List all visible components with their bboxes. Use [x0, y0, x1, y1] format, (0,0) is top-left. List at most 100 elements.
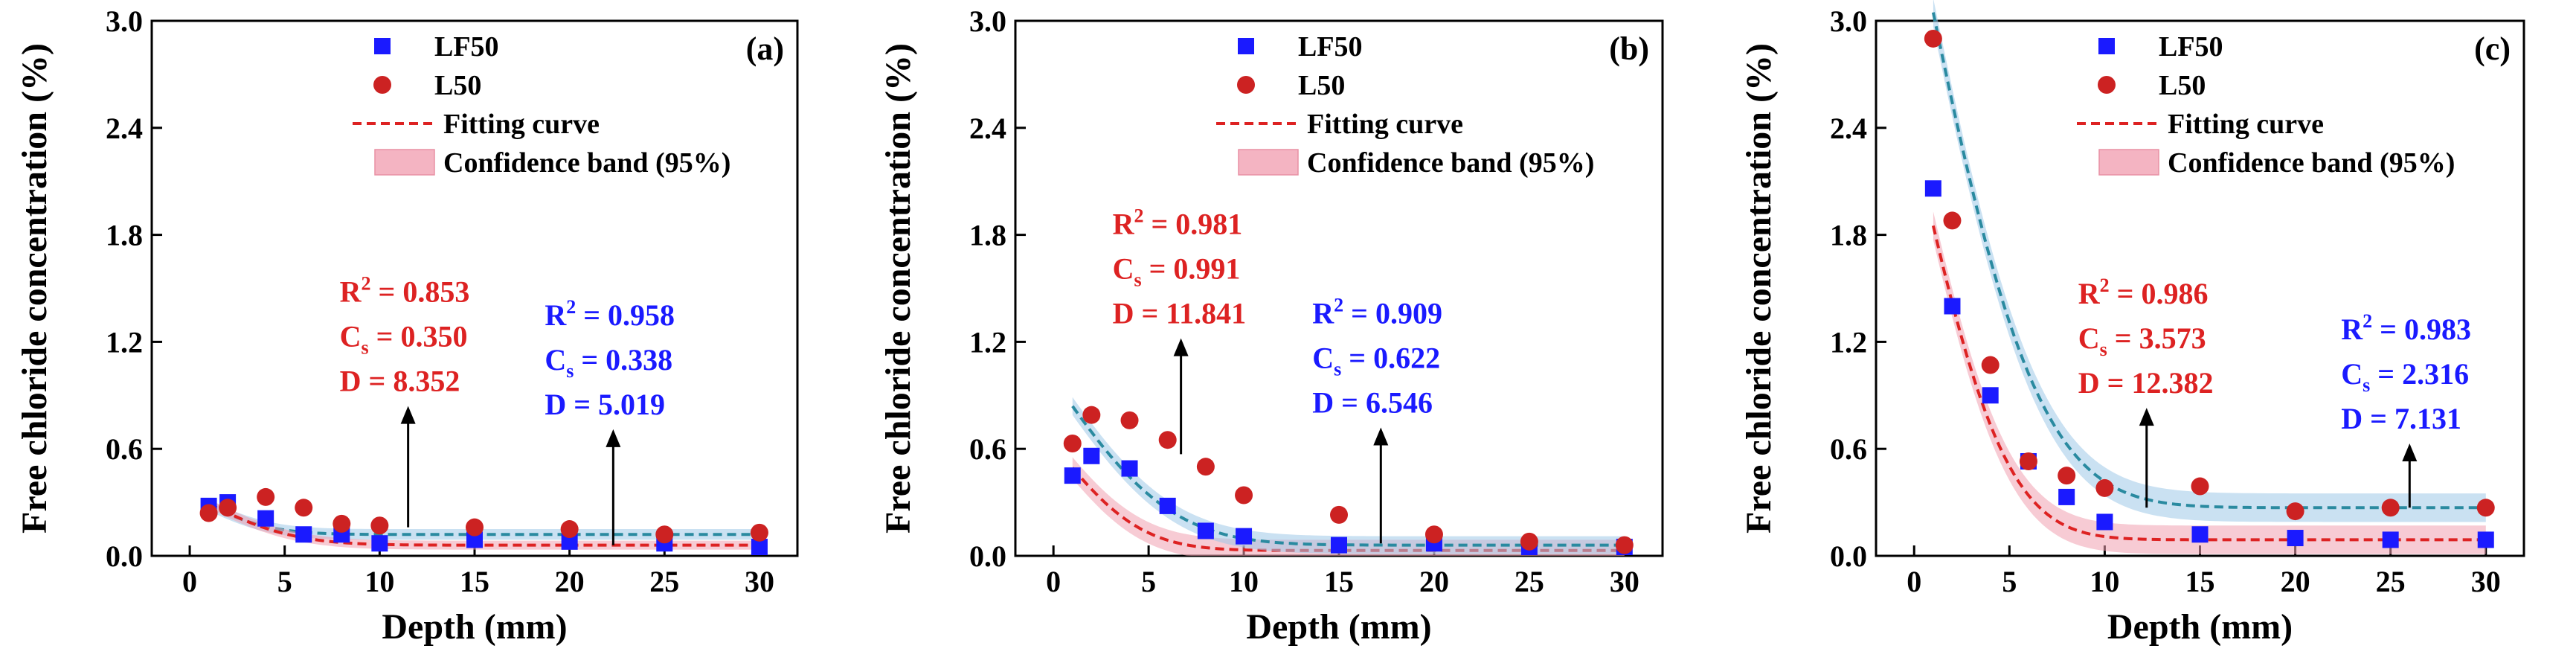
data-point-l50	[750, 523, 768, 542]
legend-label-lf50: LF50	[1298, 31, 1363, 63]
legend-label-lf50: LF50	[2159, 31, 2223, 63]
data-point-lf50	[2287, 530, 2304, 547]
annotation-text: D = 8.352	[340, 365, 460, 398]
x-tick-label: 0	[1046, 565, 1061, 598]
annotation-text: Cs = 0.350	[340, 320, 468, 359]
data-point-l50	[2191, 477, 2209, 496]
annotation-text: R2 = 0.909	[1312, 294, 1442, 330]
annotation-text: R2 = 0.853	[340, 273, 470, 309]
y-tick-label: 1.8	[1830, 219, 1867, 252]
legend-label-fit: Fitting curve	[1307, 109, 1463, 140]
annotation-text: R2 = 0.958	[545, 296, 675, 332]
data-point-lf50	[371, 535, 388, 552]
y-tick-label: 0.0	[1830, 539, 1867, 573]
data-point-lf50	[1064, 467, 1081, 484]
data-point-l50	[1981, 356, 2000, 374]
data-point-l50	[370, 516, 389, 535]
data-point-l50	[1235, 486, 1253, 505]
panel-label: (c)	[2474, 31, 2511, 67]
y-tick-label: 3.0	[1830, 4, 1867, 38]
legend-label-fit: Fitting curve	[2168, 109, 2324, 140]
chart-panel-1: 0 5 10 15 20 25 30 0.0 0.6 1.2 1.8 2.4 3.0 Depth (mm)…	[15, 4, 799, 647]
data-point-l50	[2058, 467, 2076, 485]
x-tick-label: 15	[2185, 565, 2215, 598]
y-tick-label: 2.4	[969, 112, 1006, 145]
y-tick-label: 0.6	[1830, 432, 1867, 466]
y-tick-label: 1.8	[969, 219, 1006, 252]
annotation-arrowhead	[1373, 427, 1389, 446]
legend-label-band: Confidence band (95%)	[2168, 147, 2455, 179]
legend-swatch-l50	[373, 76, 391, 94]
chart-panel-2: 0 5 10 15 20 25 30 0.0 0.6 1.2 1.8 2.4 3.0 Depth (mm)…	[879, 4, 1664, 647]
y-tick-label: 0.6	[969, 432, 1006, 466]
x-tick-label: 10	[364, 565, 394, 598]
legend-swatch-l50	[1237, 76, 1255, 94]
data-point-lf50	[295, 526, 312, 543]
x-tick-label: 10	[1229, 565, 1259, 598]
x-tick-label: 0	[1907, 565, 1921, 598]
data-point-l50	[1615, 536, 1634, 554]
annotation-text: Cs = 0.991	[1113, 252, 1241, 291]
data-point-l50	[1158, 431, 1177, 449]
x-tick-label: 15	[460, 565, 489, 598]
annotation-text: D = 7.131	[2341, 402, 2461, 435]
panel-label: (a)	[746, 31, 784, 67]
legend-swatch-lf50	[1238, 38, 1254, 54]
y-tick-label: 2.4	[1830, 112, 1867, 145]
data-point-l50	[2095, 478, 2114, 497]
y-axis-title: Free chloride concentration (%)	[1739, 43, 1779, 534]
annotation-text: D = 12.382	[2078, 366, 2214, 400]
x-tick-label: 25	[1515, 565, 1544, 598]
data-point-l50	[257, 487, 275, 506]
x-tick-label: 25	[649, 565, 679, 598]
annotation-arrowhead	[2402, 443, 2418, 462]
annotation-arrowhead	[606, 429, 621, 447]
data-point-l50	[1943, 211, 1962, 230]
annotation-arrowhead	[1173, 338, 1189, 356]
data-point-lf50	[1236, 528, 1253, 545]
legend-label-band: Confidence band (95%)	[1307, 147, 1594, 179]
annotation-text: R2 = 0.981	[1113, 205, 1243, 241]
chart-panel-3: 0 5 10 15 20 25 30 0.0 0.6 1.2 1.8 2.4 3.0 Depth (mm)…	[1739, 0, 2525, 647]
data-point-lf50	[1159, 497, 1176, 514]
annotation-text: R2 = 0.986	[2078, 275, 2209, 310]
y-tick-label: 3.0	[106, 4, 143, 38]
y-tick-label: 1.2	[1830, 325, 1867, 359]
x-tick-label: 5	[2002, 565, 2017, 598]
data-point-lf50	[1982, 387, 1999, 404]
annotation-text: Cs = 2.316	[2341, 357, 2469, 396]
data-point-lf50	[1924, 180, 1941, 197]
data-point-l50	[1424, 525, 1443, 544]
data-point-l50	[219, 499, 237, 517]
y-tick-label: 3.0	[969, 4, 1006, 38]
data-point-l50	[655, 525, 674, 544]
data-point-l50	[1063, 435, 1082, 453]
x-axis-title: Depth (mm)	[2107, 607, 2293, 647]
annotation-text: D = 6.546	[1312, 385, 1433, 419]
y-tick-label: 0.6	[106, 432, 143, 466]
data-point-lf50	[751, 539, 768, 556]
y-tick-label: 1.2	[969, 325, 1006, 359]
x-tick-label: 20	[1419, 565, 1449, 598]
data-point-lf50	[1121, 460, 1138, 477]
legend-label-l50: L50	[2159, 70, 2206, 101]
data-point-l50	[2476, 499, 2495, 517]
legend-label-l50: L50	[434, 70, 481, 101]
data-point-lf50	[1197, 522, 1214, 539]
y-axis-title: Free chloride concentration (%)	[879, 43, 918, 534]
confidence-band-l50	[208, 499, 759, 550]
annotation-arrowhead	[2139, 408, 2154, 426]
data-point-l50	[199, 504, 218, 522]
data-point-lf50	[2477, 531, 2494, 548]
legend-swatch-band	[374, 149, 435, 176]
legend-swatch-lf50	[374, 38, 391, 54]
annotation-arrowhead	[400, 406, 416, 424]
data-point-l50	[333, 514, 351, 533]
data-point-l50	[1330, 505, 1348, 524]
data-point-l50	[1082, 406, 1101, 424]
data-point-l50	[2286, 502, 2304, 521]
legend-label-l50: L50	[1298, 70, 1345, 101]
legend-label-lf50: LF50	[434, 31, 499, 63]
x-tick-label: 30	[1610, 565, 1639, 598]
